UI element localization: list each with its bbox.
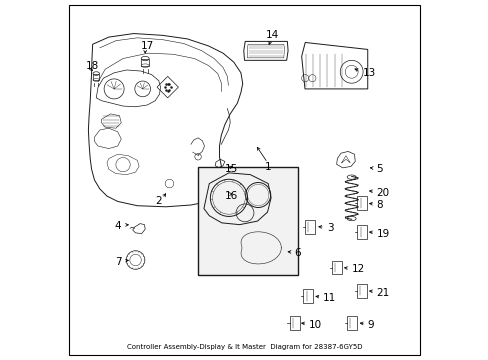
Text: 18: 18 (85, 61, 99, 71)
Bar (357, 225, 366, 239)
Bar (276, 246, 284, 257)
Text: 20: 20 (376, 188, 389, 198)
Bar (331, 261, 341, 274)
Text: 16: 16 (224, 191, 238, 201)
Text: Controller Assembly-Display & It Master  Diagram for 28387-6GY5D: Controller Assembly-Display & It Master … (126, 344, 362, 350)
Text: 14: 14 (265, 30, 279, 40)
Bar (93, 73, 99, 80)
Text: 19: 19 (376, 229, 389, 239)
Text: 21: 21 (376, 288, 389, 297)
Text: 2: 2 (155, 197, 162, 206)
Text: 17: 17 (141, 41, 154, 51)
Bar (346, 316, 356, 330)
Bar (304, 220, 314, 234)
Bar (214, 167, 260, 208)
Bar (141, 59, 149, 66)
Text: 8: 8 (376, 200, 383, 210)
Text: 15: 15 (224, 164, 238, 174)
Bar (198, 167, 298, 275)
Text: 9: 9 (367, 320, 374, 330)
Bar (289, 316, 299, 330)
Text: 7: 7 (114, 257, 121, 267)
Bar (357, 197, 366, 210)
Text: 4: 4 (114, 221, 121, 231)
Text: 6: 6 (294, 248, 301, 258)
Text: 10: 10 (308, 320, 321, 330)
Text: 5: 5 (376, 164, 383, 174)
Bar (356, 284, 366, 297)
Text: 11: 11 (323, 293, 336, 303)
Text: 1: 1 (264, 162, 270, 172)
Bar (303, 289, 312, 303)
Text: 3: 3 (326, 223, 333, 233)
Text: 13: 13 (362, 68, 375, 78)
Text: 12: 12 (351, 264, 364, 274)
